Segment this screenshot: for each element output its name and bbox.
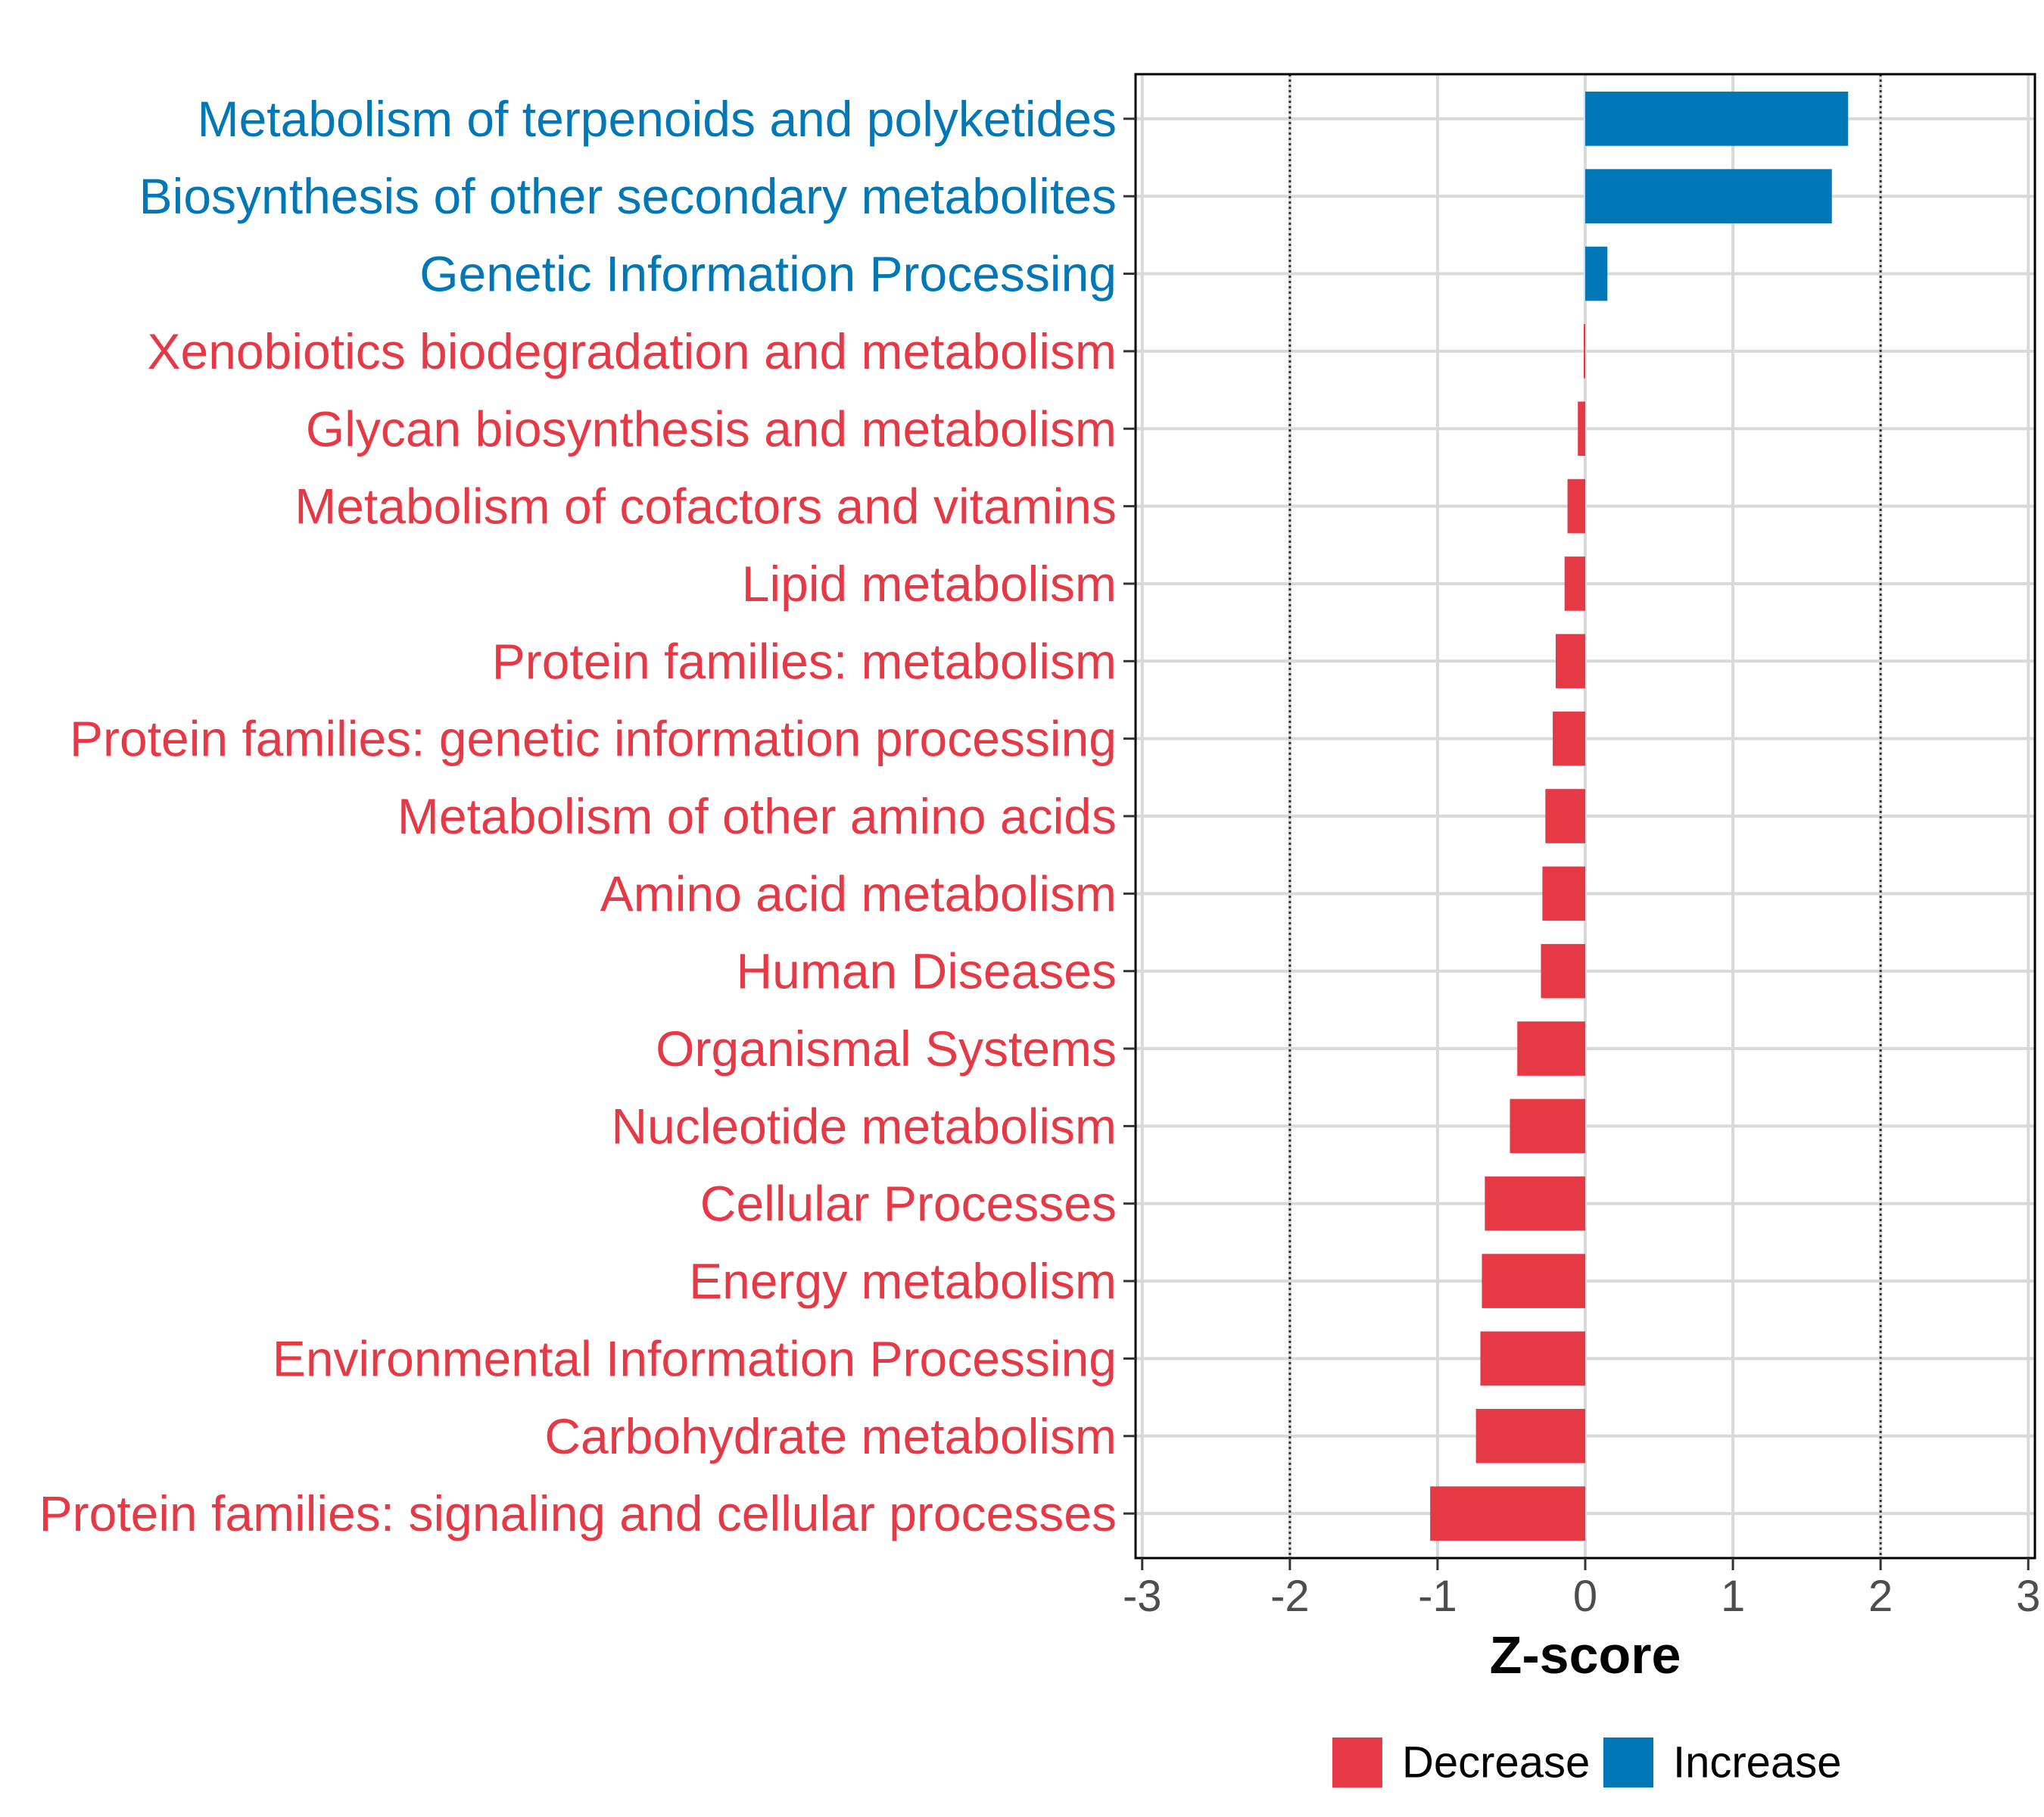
x-axis-ticks: -3 -2 -1 0 1 2 3: [1123, 1558, 2040, 1621]
bar: [1584, 324, 1586, 379]
bar: [1585, 169, 1832, 224]
x-tick-label: -3: [1123, 1572, 1162, 1621]
category-label: Metabolism of terpenoids and polyketides: [198, 91, 1117, 147]
bar: [1545, 789, 1585, 843]
bar: [1567, 478, 1585, 534]
bar: [1542, 866, 1585, 921]
category-label: Environmental Information Processing: [273, 1330, 1117, 1386]
legend-label: Decrease: [1402, 1738, 1590, 1787]
category-label: Cellular Processes: [700, 1176, 1117, 1232]
category-label: Biosynthesis of other secondary metaboli…: [139, 168, 1117, 224]
category-label: Protein families: genetic information pr…: [70, 711, 1117, 767]
bar: [1585, 246, 1608, 301]
x-tick-label: -1: [1418, 1572, 1457, 1621]
x-tick-label: 3: [2016, 1572, 2040, 1621]
bar: [1564, 556, 1585, 611]
bar: [1517, 1021, 1585, 1076]
legend-swatch: [1332, 1738, 1382, 1787]
bar: [1430, 1486, 1585, 1541]
x-axis-title: Z-score: [1490, 1625, 1681, 1685]
category-label: Genetic Information Processing: [419, 246, 1117, 302]
threshold-lines: [1288, 74, 1882, 1558]
x-tick-label: 1: [1721, 1572, 1745, 1621]
legend-swatch: [1603, 1738, 1653, 1787]
category-label: Lipid metabolism: [742, 556, 1117, 612]
bar: [1585, 92, 1849, 146]
bar: [1485, 1176, 1585, 1231]
category-label: Metabolism of cofactors and vitamins: [294, 478, 1117, 535]
x-tick-label: 0: [1573, 1572, 1597, 1621]
legend-label: Increase: [1673, 1738, 1841, 1787]
bar: [1555, 634, 1585, 689]
category-label: Metabolism of other amino acids: [397, 788, 1117, 844]
y-axis-ticks: Metabolism of terpenoids and polyketides…: [39, 91, 1136, 1541]
bar: [1510, 1099, 1585, 1154]
bar: [1553, 711, 1585, 766]
category-label: Amino acid metabolism: [600, 865, 1117, 921]
bars: [1430, 92, 1849, 1541]
bar: [1541, 943, 1585, 999]
category-label: Human Diseases: [736, 943, 1117, 999]
category-label: Protein families: metabolism: [492, 633, 1117, 689]
category-label: Organismal Systems: [656, 1021, 1117, 1077]
bar: [1480, 1331, 1585, 1386]
bar: [1578, 401, 1585, 457]
category-label: Protein families: signaling and cellular…: [39, 1485, 1117, 1541]
x-tick-label: -2: [1270, 1572, 1310, 1621]
legend: Decrease Increase: [1332, 1738, 1841, 1787]
bar: [1475, 1408, 1585, 1463]
category-label: Xenobiotics biodegradation and metabolis…: [148, 323, 1117, 379]
category-label: Carbohydrate metabolism: [544, 1408, 1117, 1464]
category-label: Energy metabolism: [689, 1253, 1117, 1309]
x-tick-label: 2: [1868, 1572, 1893, 1621]
bar: [1482, 1254, 1585, 1308]
category-label: Nucleotide metabolism: [611, 1098, 1117, 1154]
category-label: Glycan biosynthesis and metabolism: [306, 400, 1117, 457]
